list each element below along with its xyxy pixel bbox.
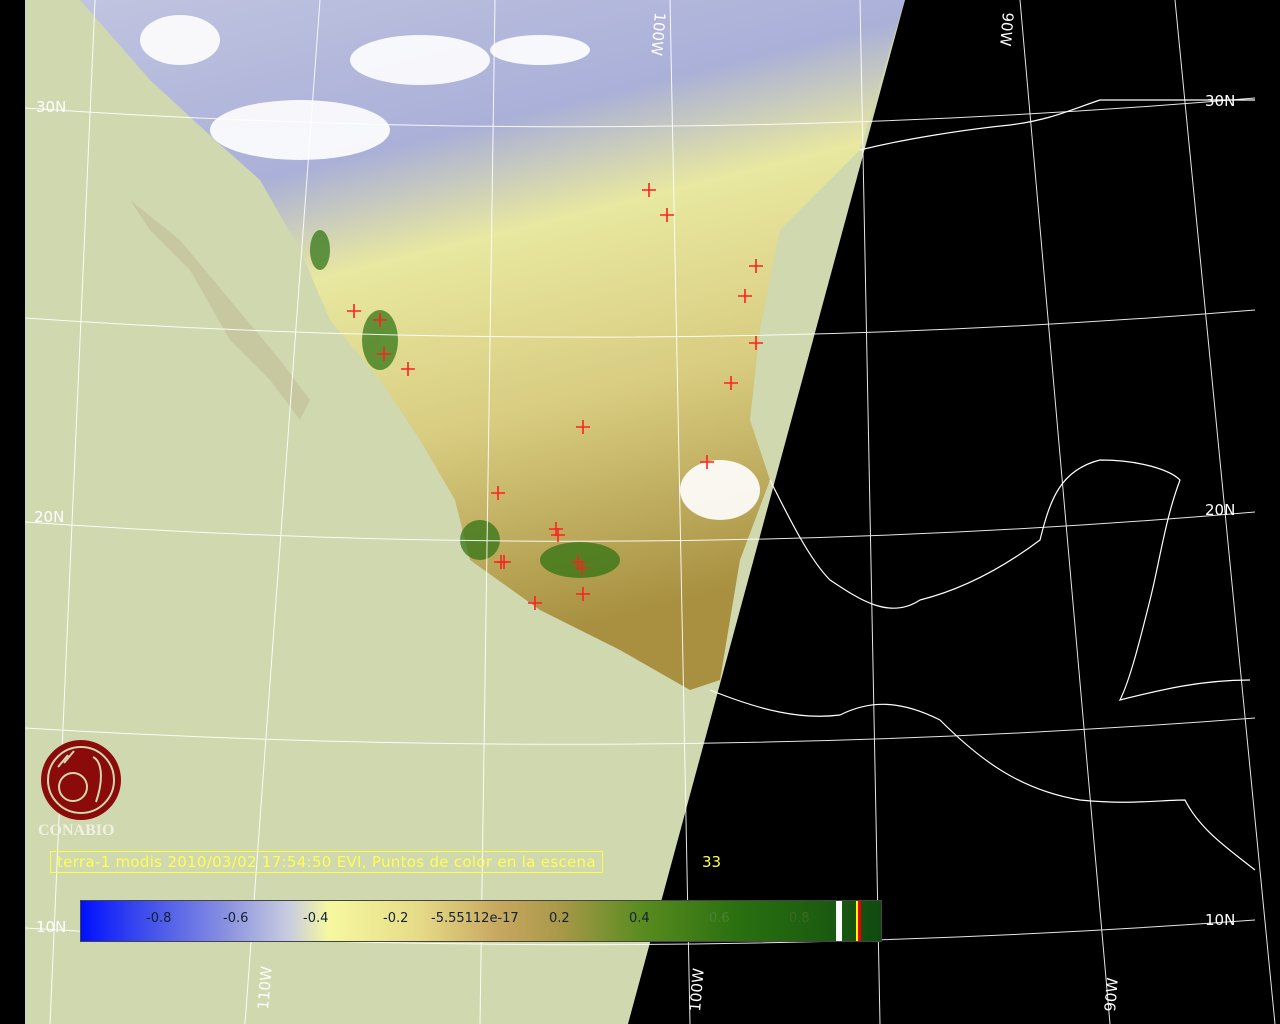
fire-marker-cross-icon [724,376,738,390]
fire-marker-cross-icon [528,596,542,610]
coastlines [709,99,1256,871]
colorbar-tick: 0.2 [549,911,570,926]
fire-marker-cross-icon [576,587,590,601]
lat-label-30n-right: 30N [1205,92,1235,110]
lat-label-10n-left: 10N [36,918,66,936]
dense-vegetation [310,230,620,578]
lat-label-30n-left: 30N [36,98,66,116]
colorbar-tick: 0.8 [789,911,810,926]
fire-marker-cross-icon [738,289,752,303]
colorbar-tick: -0.8 [146,911,172,926]
fire-marker-cross-icon [575,561,589,575]
colorbar-tick: 0.4 [629,911,650,926]
fire-marker-cross-icon [377,347,391,361]
lon-label-100w-bottom: 100W [686,967,708,1012]
evi-colorbar: -0.8 -0.6 -0.4 -0.2 -5.55112e-17 0.2 0.4… [80,900,882,942]
fire-marker-cross-icon [401,362,415,376]
fire-marker-cross-icon [660,208,674,222]
lat-label-20n-right: 20N [1205,501,1235,519]
fire-marker-cross-icon [497,555,511,569]
lat-label-10n-right: 10N [1205,911,1235,929]
lon-label-110w: 110W [254,965,276,1010]
fire-marker-cross-icon [749,259,763,273]
lat-label-20n-left: 20N [34,508,64,526]
fire-marker-cross-icon [373,313,387,327]
land-evi [80,0,905,690]
conabio-logo-text: CONABIO [38,822,115,839]
lon-label-100w-top: 100W [647,12,669,57]
fire-marker-cross-icon [347,304,361,318]
colorbar-tick: -5.55112e-17 [431,911,519,926]
conabio-logo [38,737,124,823]
colorbar-tick: 0.6 [709,911,730,926]
fire-marker-cross-icon [700,455,714,469]
lon-label-90w-bottom: 90W [1101,977,1122,1013]
scene-caption: terra-1 modis 2010/03/02 17:54:50 EVI, P… [50,851,603,873]
fire-marker-cross-icon [576,420,590,434]
fire-marker-cross-icon [642,183,656,197]
fire-point-count: 33 [702,853,722,871]
colorbar-white-swatch [836,901,842,941]
fire-marker-cross-icon [549,522,563,536]
lon-label-90w-top: 90W [996,12,1017,48]
fire-marker-cross-icon [749,336,763,350]
colorbar-red-swatch [858,901,861,941]
colorbar-tick: -0.2 [383,911,409,926]
colorbar-tick: -0.4 [303,911,329,926]
cloud-cover [140,15,760,520]
colorbar-yellow-swatch [856,901,858,941]
fire-marker-cross-icon [551,528,565,542]
conabio-emblem-icon [41,740,121,820]
fire-marker-cross-icon [491,486,505,500]
fire-markers [347,183,763,610]
colorbar-tick: -0.6 [223,911,249,926]
